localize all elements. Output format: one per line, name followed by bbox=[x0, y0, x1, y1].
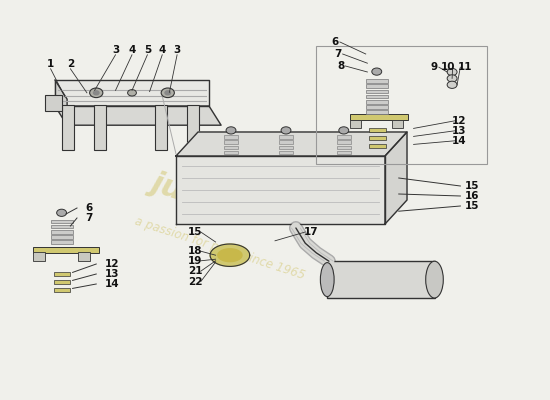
Text: 17: 17 bbox=[304, 227, 318, 237]
Text: 2: 2 bbox=[67, 59, 74, 69]
Polygon shape bbox=[210, 244, 250, 266]
Bar bbox=[366, 79, 388, 83]
Bar bbox=[366, 105, 388, 109]
Text: 14: 14 bbox=[452, 136, 466, 146]
Text: 19: 19 bbox=[188, 256, 202, 266]
Bar bbox=[392, 120, 403, 128]
Circle shape bbox=[447, 81, 457, 88]
Bar bbox=[33, 252, 45, 261]
Bar bbox=[337, 146, 351, 149]
Text: 10: 10 bbox=[441, 62, 455, 72]
Bar bbox=[224, 140, 238, 144]
Text: 6: 6 bbox=[332, 37, 339, 47]
Text: 7: 7 bbox=[85, 213, 92, 223]
Text: 9: 9 bbox=[431, 62, 438, 72]
Bar bbox=[366, 100, 388, 104]
Text: 21: 21 bbox=[188, 266, 202, 276]
Circle shape bbox=[372, 68, 382, 75]
Circle shape bbox=[161, 88, 174, 98]
Bar bbox=[155, 105, 167, 150]
Bar bbox=[62, 105, 74, 150]
Bar bbox=[224, 135, 238, 139]
Bar bbox=[279, 151, 293, 154]
Bar bbox=[51, 240, 73, 244]
Ellipse shape bbox=[320, 263, 334, 297]
Bar bbox=[369, 144, 386, 148]
Bar bbox=[279, 146, 293, 149]
Bar bbox=[337, 151, 351, 154]
Bar bbox=[224, 151, 238, 154]
Circle shape bbox=[447, 68, 457, 76]
Text: 16: 16 bbox=[465, 191, 479, 201]
Bar bbox=[369, 136, 386, 140]
Bar bbox=[337, 140, 351, 144]
Bar bbox=[337, 135, 351, 139]
Bar bbox=[45, 95, 62, 111]
Text: 6: 6 bbox=[85, 203, 92, 213]
Polygon shape bbox=[176, 156, 385, 224]
Bar bbox=[350, 120, 361, 128]
Circle shape bbox=[90, 88, 103, 98]
Text: 15: 15 bbox=[465, 181, 479, 191]
Circle shape bbox=[281, 127, 291, 134]
Text: a passion for parts since 1965: a passion for parts since 1965 bbox=[133, 214, 307, 282]
Bar bbox=[54, 280, 70, 284]
Text: 18: 18 bbox=[188, 246, 202, 256]
Bar bbox=[366, 90, 388, 93]
Text: 11: 11 bbox=[458, 62, 472, 72]
Bar bbox=[279, 135, 293, 139]
Text: 12: 12 bbox=[452, 116, 466, 126]
Bar bbox=[51, 225, 73, 228]
Bar bbox=[369, 128, 386, 132]
Circle shape bbox=[128, 90, 136, 96]
Bar bbox=[51, 220, 73, 223]
Bar bbox=[54, 288, 70, 292]
Bar bbox=[216, 250, 244, 261]
Circle shape bbox=[94, 91, 99, 95]
Text: 4: 4 bbox=[158, 45, 166, 55]
Text: 8: 8 bbox=[337, 61, 345, 71]
Bar bbox=[366, 110, 388, 114]
Bar bbox=[327, 261, 434, 298]
Text: 14: 14 bbox=[104, 279, 119, 289]
Polygon shape bbox=[218, 249, 242, 262]
Text: juniors: juniors bbox=[148, 168, 270, 232]
Bar bbox=[51, 235, 73, 239]
Polygon shape bbox=[55, 80, 67, 125]
Bar bbox=[366, 84, 388, 88]
Circle shape bbox=[447, 75, 457, 82]
Polygon shape bbox=[55, 106, 221, 125]
Bar bbox=[279, 140, 293, 144]
Text: 22: 22 bbox=[188, 277, 202, 286]
Polygon shape bbox=[176, 132, 407, 156]
Polygon shape bbox=[55, 80, 209, 106]
Bar bbox=[33, 247, 99, 253]
Bar bbox=[366, 95, 388, 98]
Bar bbox=[54, 272, 70, 276]
Text: 13: 13 bbox=[452, 126, 466, 136]
Text: 15: 15 bbox=[188, 227, 202, 237]
Text: 15: 15 bbox=[465, 201, 479, 211]
Bar bbox=[350, 114, 408, 120]
Circle shape bbox=[165, 91, 170, 95]
Text: 5: 5 bbox=[144, 45, 151, 55]
Polygon shape bbox=[385, 132, 407, 224]
Circle shape bbox=[57, 209, 67, 216]
Text: 4: 4 bbox=[128, 45, 136, 55]
Circle shape bbox=[339, 127, 349, 134]
Text: 1: 1 bbox=[47, 59, 54, 69]
Text: 13: 13 bbox=[104, 269, 119, 279]
Bar bbox=[78, 252, 90, 261]
Ellipse shape bbox=[426, 261, 443, 298]
Bar bbox=[187, 105, 199, 150]
Text: 3: 3 bbox=[112, 45, 119, 55]
Text: 3: 3 bbox=[173, 45, 181, 55]
Bar bbox=[94, 105, 106, 150]
Text: 12: 12 bbox=[104, 259, 119, 269]
Text: 7: 7 bbox=[334, 49, 342, 59]
Bar bbox=[51, 230, 73, 234]
Circle shape bbox=[226, 127, 236, 134]
Bar bbox=[316, 46, 487, 164]
Bar bbox=[224, 146, 238, 149]
